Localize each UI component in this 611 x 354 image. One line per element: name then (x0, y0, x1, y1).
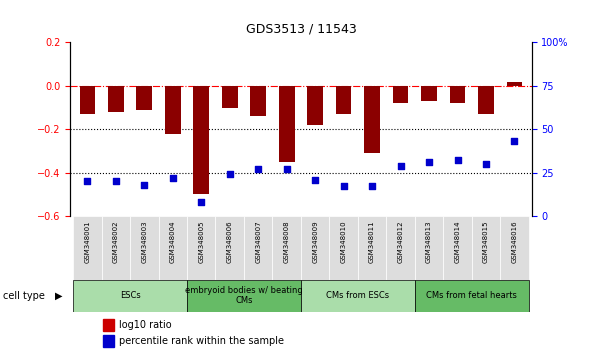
Text: GSM348011: GSM348011 (369, 221, 375, 263)
Bar (421, 86, 437, 101)
FancyBboxPatch shape (130, 216, 158, 280)
FancyBboxPatch shape (73, 280, 187, 312)
Point (111, 178, 121, 184)
Bar (79, 86, 95, 114)
FancyBboxPatch shape (415, 216, 444, 280)
Text: ▶: ▶ (55, 291, 62, 301)
Point (254, 166, 263, 172)
Bar (251, 86, 266, 116)
FancyBboxPatch shape (472, 216, 500, 280)
FancyBboxPatch shape (244, 216, 273, 280)
Bar (393, 86, 408, 103)
Point (338, 184, 348, 189)
Bar (336, 86, 351, 114)
Bar (307, 86, 323, 125)
FancyBboxPatch shape (329, 216, 358, 280)
Text: log10 ratio: log10 ratio (119, 320, 171, 330)
Bar (103, 335, 114, 347)
Text: percentile rank within the sample: percentile rank within the sample (119, 336, 284, 346)
Bar (165, 86, 181, 133)
FancyBboxPatch shape (444, 216, 472, 280)
Point (139, 182, 149, 188)
Text: GSM348016: GSM348016 (511, 221, 518, 263)
Text: GSM348001: GSM348001 (84, 221, 90, 263)
Bar (478, 86, 494, 114)
Point (424, 159, 434, 165)
Point (310, 177, 320, 182)
Point (367, 184, 377, 189)
Bar (194, 86, 209, 194)
FancyBboxPatch shape (358, 216, 386, 280)
Point (396, 163, 406, 169)
Text: GSM348006: GSM348006 (227, 221, 233, 263)
Text: GSM348015: GSM348015 (483, 221, 489, 263)
Point (453, 158, 463, 163)
Text: GSM348009: GSM348009 (312, 221, 318, 263)
Bar (108, 86, 123, 112)
Point (196, 199, 206, 205)
Text: CMs from fetal hearts: CMs from fetal hearts (426, 291, 517, 300)
Text: GSM348003: GSM348003 (141, 221, 147, 263)
FancyBboxPatch shape (73, 216, 101, 280)
FancyBboxPatch shape (216, 216, 244, 280)
Point (225, 171, 235, 177)
FancyBboxPatch shape (301, 280, 415, 312)
Point (510, 138, 519, 144)
Text: GSM348008: GSM348008 (284, 221, 290, 263)
FancyBboxPatch shape (187, 280, 301, 312)
FancyBboxPatch shape (158, 216, 187, 280)
Bar (136, 86, 152, 110)
FancyBboxPatch shape (500, 216, 529, 280)
Text: CMs from ESCs: CMs from ESCs (326, 291, 389, 300)
FancyBboxPatch shape (386, 216, 415, 280)
FancyBboxPatch shape (415, 280, 529, 312)
Bar (222, 86, 238, 108)
FancyBboxPatch shape (187, 216, 216, 280)
Point (82, 178, 92, 184)
Text: GSM348004: GSM348004 (170, 221, 176, 263)
Text: GSM348007: GSM348007 (255, 221, 262, 263)
Bar (364, 86, 380, 153)
FancyBboxPatch shape (273, 216, 301, 280)
Text: embryoid bodies w/ beating
CMs: embryoid bodies w/ beating CMs (185, 286, 303, 305)
Text: GSM348012: GSM348012 (398, 221, 404, 263)
Text: GSM348013: GSM348013 (426, 221, 432, 263)
Bar (279, 86, 295, 162)
Text: GSM348010: GSM348010 (340, 221, 346, 263)
FancyBboxPatch shape (301, 216, 329, 280)
Point (282, 166, 291, 172)
Text: GDS3513 / 11543: GDS3513 / 11543 (246, 22, 356, 35)
Point (168, 175, 178, 181)
Text: GSM348014: GSM348014 (455, 221, 461, 263)
Point (481, 161, 491, 167)
Bar (103, 319, 114, 331)
Text: GSM348002: GSM348002 (113, 221, 119, 263)
Text: cell type: cell type (3, 291, 45, 301)
Text: GSM348005: GSM348005 (198, 221, 204, 263)
Bar (507, 81, 522, 86)
Text: ESCs: ESCs (120, 291, 141, 300)
FancyBboxPatch shape (101, 216, 130, 280)
Bar (450, 86, 466, 103)
